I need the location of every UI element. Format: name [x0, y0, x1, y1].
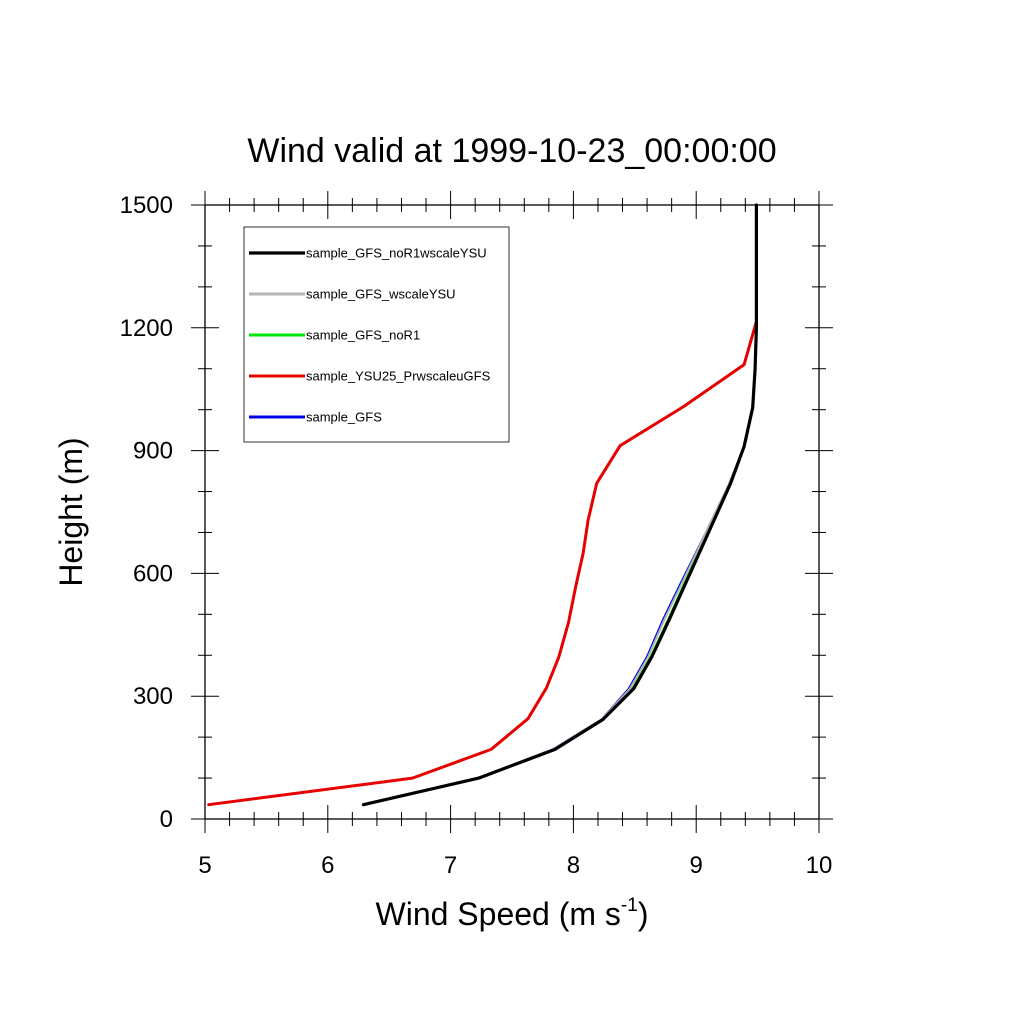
legend-label: sample_GFS: [306, 410, 382, 425]
x-tick-label: 5: [198, 852, 211, 879]
x-tick-label: 10: [806, 852, 833, 879]
plot-frame: [204, 204, 820, 820]
x-axis-label-superscript: -1: [621, 895, 638, 916]
x-axis-label-main: Wind Speed (m s: [376, 896, 621, 932]
legend-entries: sample_GFS_noR1wscaleYSU sample_GFS_wscal…: [249, 246, 491, 425]
legend-label: sample_GFS_wscaleYSU: [306, 287, 456, 302]
x-axis-label: Wind Speed (m s-1): [376, 895, 649, 932]
y-tick-label: 1500: [120, 192, 173, 219]
y-tick-label: 0: [160, 806, 173, 833]
series-lines: [207, 203, 758, 807]
x-tick-label: 8: [567, 852, 580, 879]
y-tick-label: 1200: [120, 315, 173, 342]
y-tick-label: 600: [133, 560, 173, 587]
y-axis-label: Height (m): [53, 437, 89, 586]
legend-label: sample_GFS_noR1wscaleYSU: [306, 246, 487, 261]
series-line-sample_GFS_noR1wscaleYSU: [361, 203, 758, 807]
x-tick-label: 6: [321, 852, 334, 879]
legend: sample_GFS_noR1wscaleYSU sample_GFS_wscal…: [243, 226, 510, 443]
x-axis-label-tail: ): [638, 896, 649, 932]
legend-label: sample_GFS_noR1: [306, 328, 420, 343]
y-tick-label: 300: [133, 683, 173, 710]
chart-title: Wind valid at 1999-10-23_00:00:00: [247, 132, 776, 170]
y-tick-label: 900: [133, 438, 173, 465]
x-tick-label: 7: [444, 852, 457, 879]
axis-ticks: [191, 191, 833, 833]
axis-tick-labels: 5 6 7 8 9 10 0 300 600 900 1200 1500: [120, 192, 833, 879]
x-tick-label: 9: [690, 852, 703, 879]
series-line-sample_YSU25_PrwscaleuGFS: [207, 320, 758, 807]
legend-label: sample_YSU25_PrwscaleuGFS: [306, 369, 491, 384]
